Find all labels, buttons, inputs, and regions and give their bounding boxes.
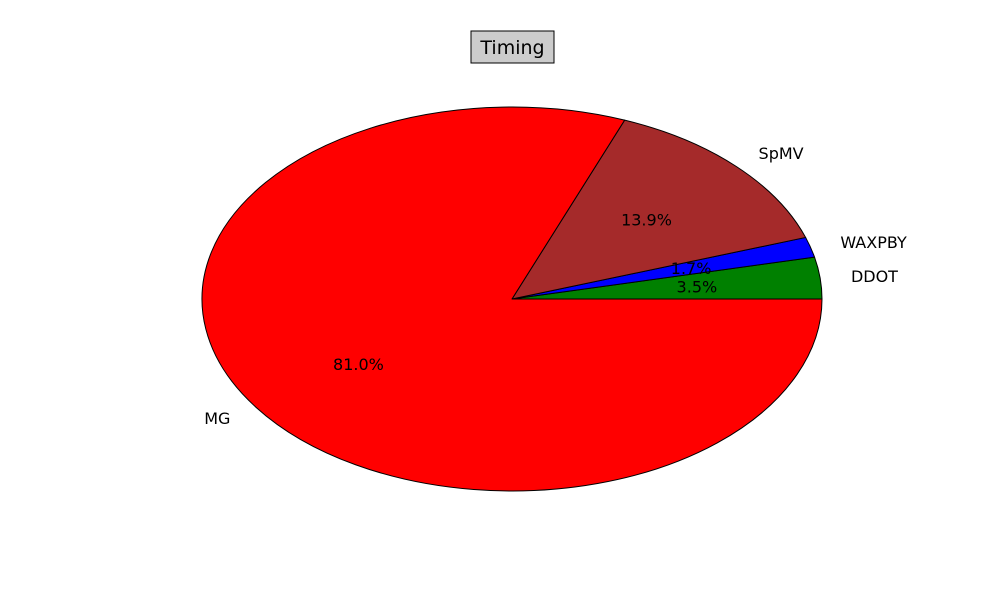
pie-slice-mg [201,106,823,492]
chart-title-group: Timing [470,30,555,64]
slice-percent-waxpby: 1.7% [671,259,712,278]
chart-title-box [470,30,555,64]
slices-layer [201,106,823,492]
slice-label-mg: MG [204,409,230,428]
slice-label-spmv: SpMV [759,144,804,163]
slice-label-ddot: DDOT [851,267,898,286]
slice-percent-mg: 81.0% [333,355,384,374]
slice-label-waxpby: WAXPBY [840,233,907,252]
chart-title: Timing [479,37,544,59]
slice-percent-spmv: 13.9% [621,210,672,229]
slice-percent-ddot: 3.5% [677,277,718,296]
pie-slice-spmv [511,119,807,300]
labels-layer: DDOT 3.5% WAXPBY 1.7% SpMV 13.9% MG 81.0% [204,144,907,428]
